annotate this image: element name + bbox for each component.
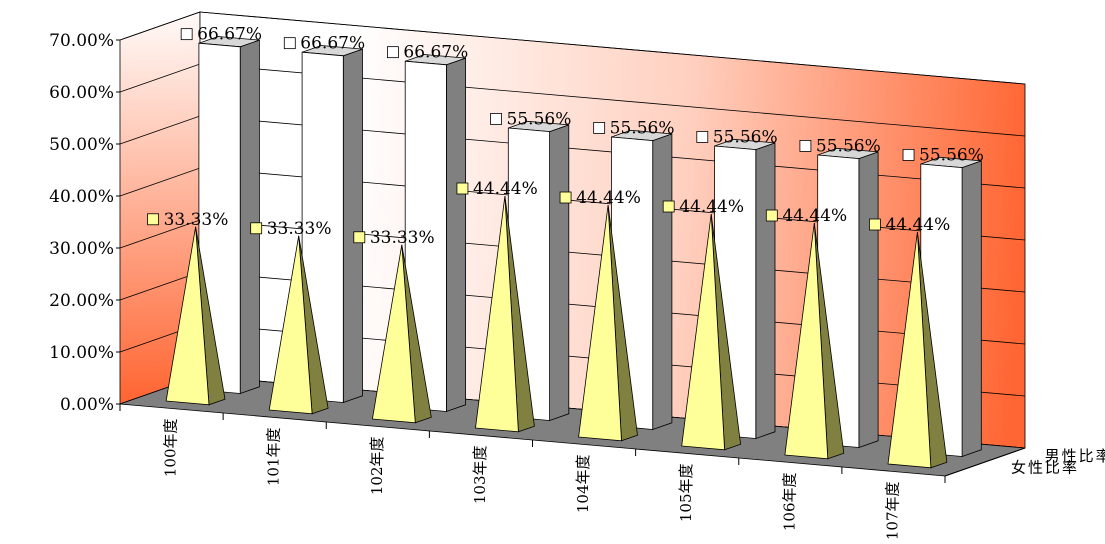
data-label: 44.44% (559, 188, 641, 208)
legend-key-icon (283, 37, 296, 50)
x-tick-label: 106年度 (780, 473, 798, 532)
legend-key-icon (869, 218, 881, 231)
pyramid-bar (887, 231, 948, 469)
pyramid-bar (784, 222, 845, 460)
data-label-text: 55.56% (507, 109, 572, 129)
pyramid-bar (578, 204, 638, 442)
y-tick-label: 70.00% (49, 31, 114, 51)
data-label: 55.56% (490, 109, 572, 129)
data-labels: 66.67% 66.67% 66.67% 55.56% 55.56% 55.56% 55.5… (147, 25, 984, 248)
data-label-text: 55.56% (713, 127, 778, 147)
data-label: 33.33% (147, 210, 229, 230)
data-label: 33.33% (353, 228, 435, 248)
y-tick-label: 50.00% (49, 135, 114, 155)
legend-key-icon (353, 231, 366, 244)
data-label-text: 33.33% (164, 210, 229, 230)
pyramid-bar (371, 244, 432, 424)
data-label-text: 33.33% (370, 228, 435, 248)
data-label: 44.44% (662, 197, 744, 217)
pyramid-bar (165, 226, 226, 406)
y-tick-label: 10.00% (49, 343, 114, 363)
pyramid-bar (268, 235, 329, 415)
data-label-text: 44.44% (885, 215, 950, 235)
x-tick-label: 103年度 (471, 446, 489, 505)
series-label: 女性比率 (1011, 459, 1079, 477)
legend-key-icon (559, 191, 572, 204)
x-axis: 100年度 101年度 102年度 103年度 104年度 105年度 106年度 107年度 (119, 404, 946, 541)
y-tick-label: 30.00% (49, 239, 114, 259)
data-label: 66.67% (180, 25, 262, 45)
legend-key-icon (662, 200, 675, 213)
data-label: 66.67% (387, 43, 468, 63)
legend-key-icon (696, 131, 709, 143)
legend-key-icon (147, 213, 159, 226)
depth-axis (944, 447, 1026, 477)
x-tick-label: 107年度 (883, 482, 901, 541)
x-tick-label: 100年度 (162, 419, 180, 478)
legend-key-icon (387, 46, 399, 59)
data-label: 55.56% (902, 145, 984, 165)
legend-key-icon (490, 113, 502, 125)
data-label: 44.44% (765, 206, 847, 226)
legend-key-icon (765, 209, 778, 222)
data-label-text: 66.67% (300, 34, 365, 54)
data-label-text: 66.67% (403, 43, 468, 63)
y-tick-label: 40.00% (49, 187, 114, 207)
data-label-text: 44.44% (576, 188, 641, 208)
y-axis: 0.00% 10.00% 20.00% 30.00% 40.00% 50.00% 60.00… (49, 31, 120, 415)
gridline (119, 11, 1026, 85)
legend-key-icon (902, 149, 915, 161)
data-label-text: 55.56% (610, 118, 675, 138)
data-label: 66.67% (283, 34, 365, 54)
data-label: 33.33% (250, 219, 332, 239)
data-marks (165, 36, 982, 469)
data-label-text: 44.44% (782, 206, 847, 226)
pyramid-bar (475, 195, 535, 433)
data-label: 55.56% (593, 118, 675, 138)
series-labels: 女性比率男性比率 (1011, 447, 1105, 477)
data-label: 44.44% (869, 215, 950, 235)
data-label-text: 33.33% (267, 219, 332, 239)
legend-key-icon (456, 182, 469, 195)
data-label-text: 55.56% (816, 136, 881, 156)
y-tick-label: 0.00% (60, 395, 114, 415)
legend-key-icon (593, 122, 606, 134)
x-tick-label: 105年度 (677, 464, 695, 523)
x-tick-label: 102年度 (368, 437, 386, 496)
column-bar (198, 36, 260, 395)
pyramid-bar (681, 213, 742, 451)
series-label: 男性比率 (1045, 447, 1105, 465)
data-label-text: 44.44% (473, 179, 538, 199)
y-tick-label: 20.00% (49, 291, 114, 311)
data-label: 55.56% (799, 136, 881, 156)
data-label-text: 55.56% (919, 145, 984, 165)
legend-key-icon (250, 222, 263, 235)
legend-key-icon (180, 28, 193, 41)
data-label-text: 44.44% (679, 197, 744, 217)
x-tick-label: 101年度 (265, 428, 283, 487)
data-label: 44.44% (456, 179, 538, 199)
data-label-text: 66.67% (197, 25, 262, 45)
data-label: 55.56% (696, 127, 778, 147)
legend-key-icon (799, 140, 812, 152)
y-tick-label: 60.00% (49, 83, 114, 103)
x-tick-label: 104年度 (574, 455, 592, 514)
